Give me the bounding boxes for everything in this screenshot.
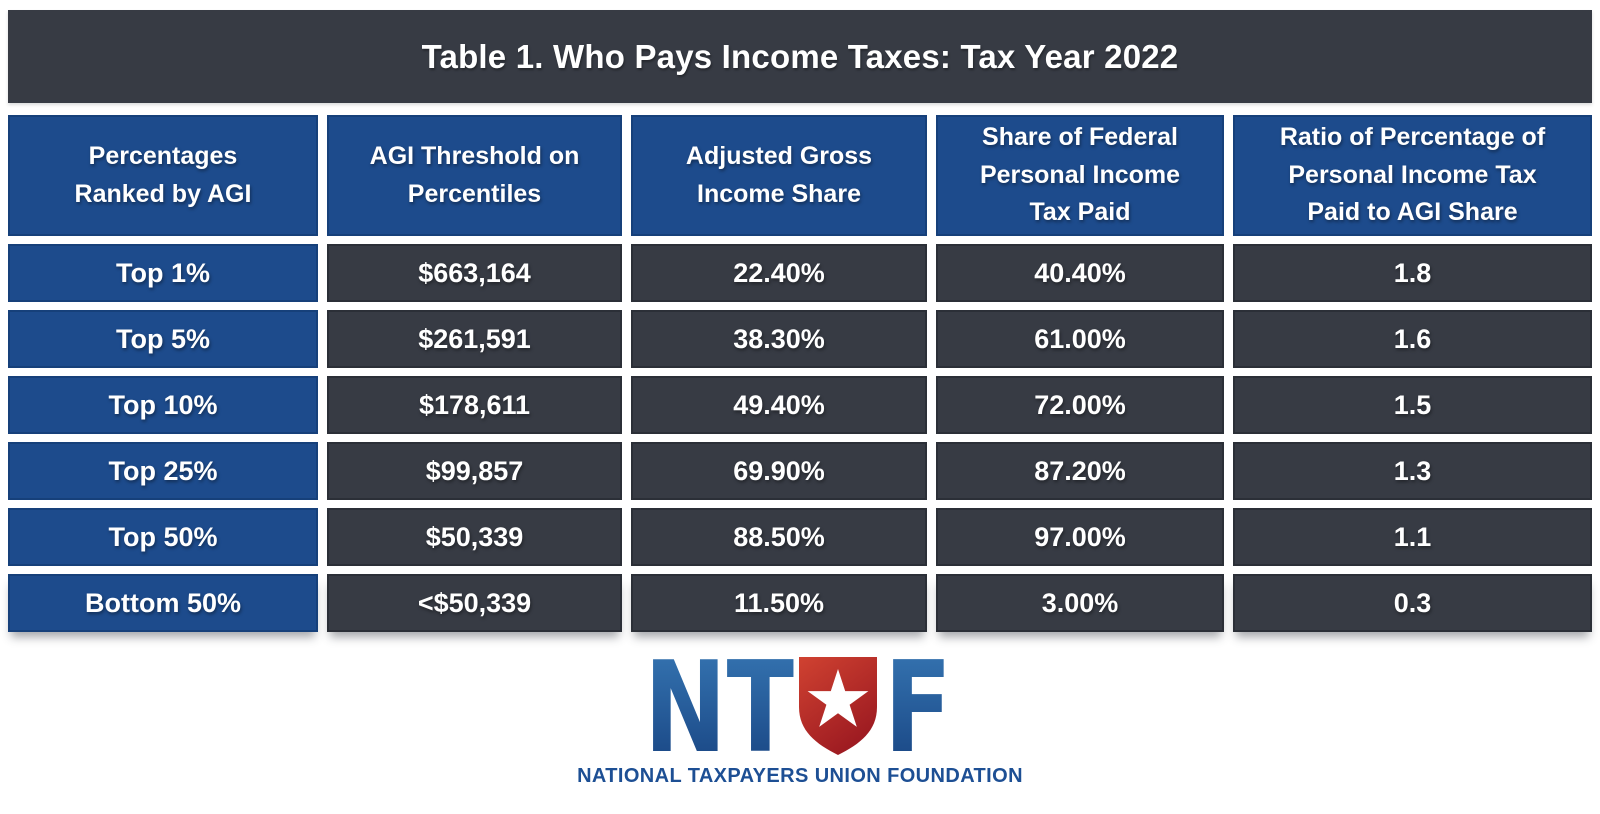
data-cell: $99,857 <box>327 442 622 500</box>
data-cell: $261,591 <box>327 310 622 368</box>
row-label-cell: Top 10% <box>8 376 318 434</box>
data-cell: 1.1 <box>1233 508 1592 566</box>
header-cell-agi-share: Adjusted Gross Income Share <box>631 115 927 236</box>
ntuf-logo-block: NT F NATIONAL TAXPAYERS UNION FOUNDATION <box>0 655 1600 788</box>
data-cell: 97.00% <box>936 508 1224 566</box>
row-label-cell: Top 1% <box>8 244 318 302</box>
data-cell: 61.00% <box>936 310 1224 368</box>
data-cell: 49.40% <box>631 376 927 434</box>
data-cell: 69.90% <box>631 442 927 500</box>
data-cell: 1.8 <box>1233 244 1592 302</box>
header-cell-percentages: Percentages Ranked by AGI <box>8 115 318 236</box>
data-cell: $663,164 <box>327 244 622 302</box>
org-name-text: NATIONAL TAXPAYERS UNION FOUNDATION <box>577 765 1023 787</box>
star-shield-icon <box>799 657 877 755</box>
data-cell: 11.50% <box>631 574 927 632</box>
header-cell-agi-threshold: AGI Threshold on Percentiles <box>327 115 622 236</box>
logo-letter-f: F <box>884 655 952 759</box>
header-cell-ratio: Ratio of Percentage of Personal Income T… <box>1233 115 1592 236</box>
table-title-bar: Table 1. Who Pays Income Taxes: Tax Year… <box>8 10 1592 103</box>
data-cell: 1.5 <box>1233 376 1592 434</box>
logo-letters-nt: NT <box>644 655 794 759</box>
row-label-cell: Top 50% <box>8 508 318 566</box>
data-cell: 1.6 <box>1233 310 1592 368</box>
data-cell: 88.50% <box>631 508 927 566</box>
data-cell: $50,339 <box>327 508 622 566</box>
data-cell: 3.00% <box>936 574 1224 632</box>
data-cell: 40.40% <box>936 244 1224 302</box>
row-label-cell: Top 5% <box>8 310 318 368</box>
data-cell: <$50,339 <box>327 574 622 632</box>
data-cell: 1.3 <box>1233 442 1592 500</box>
data-cell: 38.30% <box>631 310 927 368</box>
data-cell: $178,611 <box>327 376 622 434</box>
header-cell-tax-paid-share: Share of Federal Personal Income Tax Pai… <box>936 115 1224 236</box>
ntuf-logo: NT F <box>644 655 952 759</box>
data-cell: 72.00% <box>936 376 1224 434</box>
row-label-cell: Bottom 50% <box>8 574 318 632</box>
data-cell: 87.20% <box>936 442 1224 500</box>
data-cell: 0.3 <box>1233 574 1592 632</box>
data-cell: 22.40% <box>631 244 927 302</box>
page-title: Table 1. Who Pays Income Taxes: Tax Year… <box>421 37 1179 75</box>
tax-table: Percentages Ranked by AGI AGI Threshold … <box>8 115 1592 632</box>
row-label-cell: Top 25% <box>8 442 318 500</box>
